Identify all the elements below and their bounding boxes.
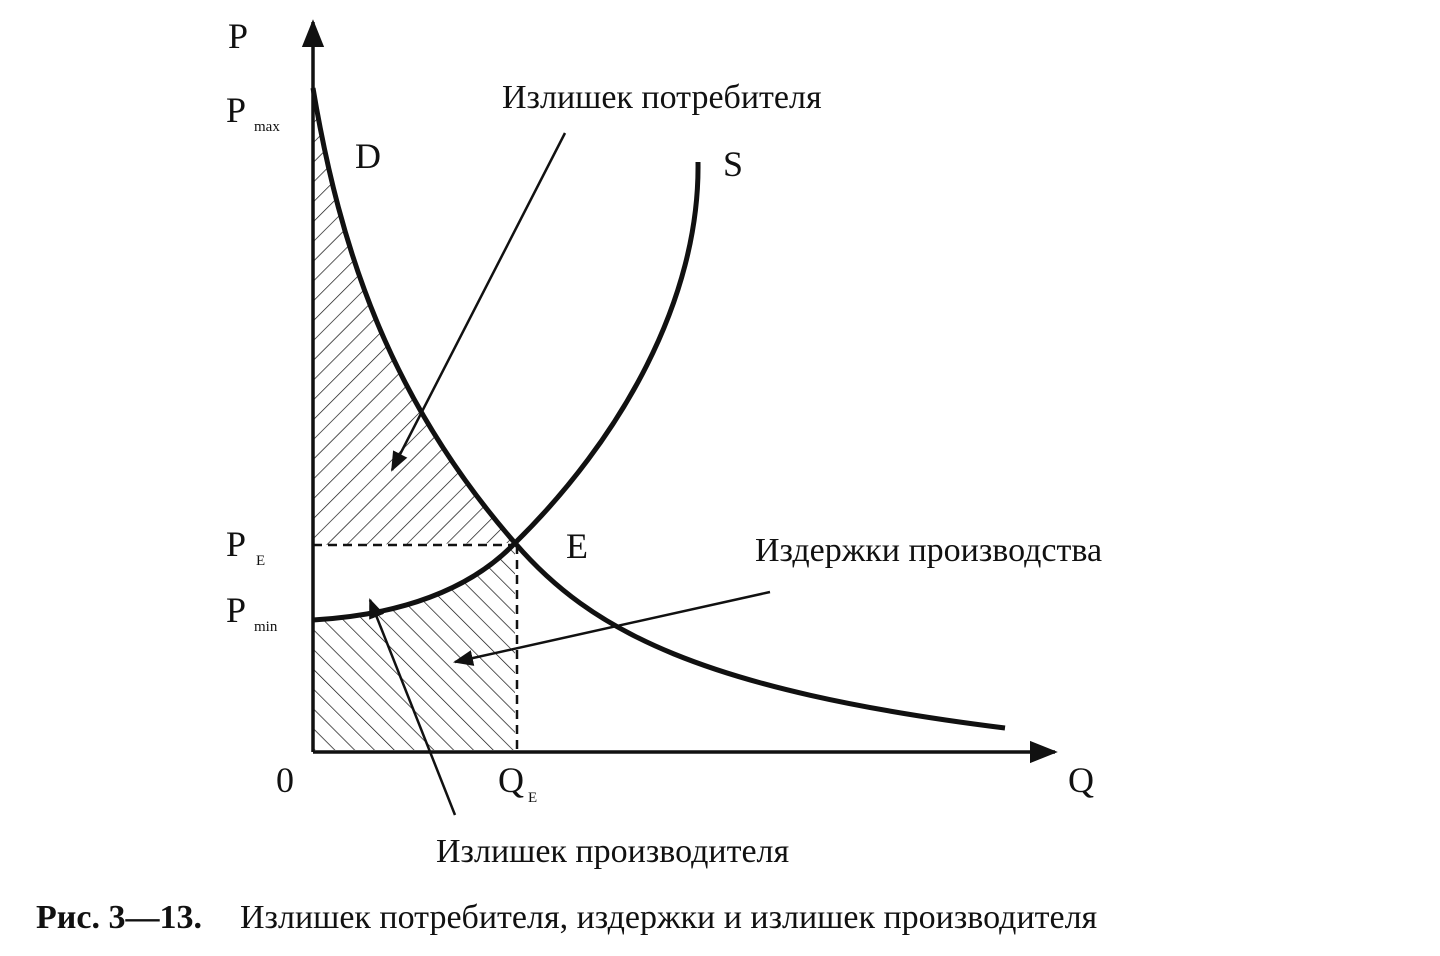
lines xyxy=(301,19,1058,816)
demand-label: D xyxy=(355,136,381,176)
p-min-sub: min xyxy=(254,619,278,635)
p-max-sub: max xyxy=(254,119,280,135)
supply-curve xyxy=(312,161,701,623)
costs-label: Издержки производства xyxy=(755,532,1102,569)
arrow xyxy=(390,132,567,472)
q-e-label: Q xyxy=(498,760,524,800)
p-min-label: P xyxy=(226,590,246,630)
caption-text: Излишек потребителя, издержки и излишек … xyxy=(240,899,1098,936)
caption-number: Рис. 3—13. xyxy=(36,899,202,936)
y-axis-label: P xyxy=(228,16,248,56)
x-axis-label: Q xyxy=(1068,760,1094,800)
arrow xyxy=(368,598,457,816)
shaded-areas xyxy=(313,88,515,750)
q-e-sub: E xyxy=(528,790,537,806)
producer-surplus-label: Излишек производителя xyxy=(436,833,790,870)
costs-area xyxy=(313,543,515,750)
consumer-surplus-label: Излишек потребителя xyxy=(502,79,822,116)
p-max-label: P xyxy=(226,90,246,130)
p-e-label: P xyxy=(226,524,246,564)
supply-label: S xyxy=(723,144,743,184)
equilibrium-label: E xyxy=(566,526,588,566)
p-e-sub: E xyxy=(256,553,265,569)
origin-label: 0 xyxy=(276,760,294,800)
consumer-surplus-area xyxy=(313,88,515,545)
arrow xyxy=(453,590,771,666)
